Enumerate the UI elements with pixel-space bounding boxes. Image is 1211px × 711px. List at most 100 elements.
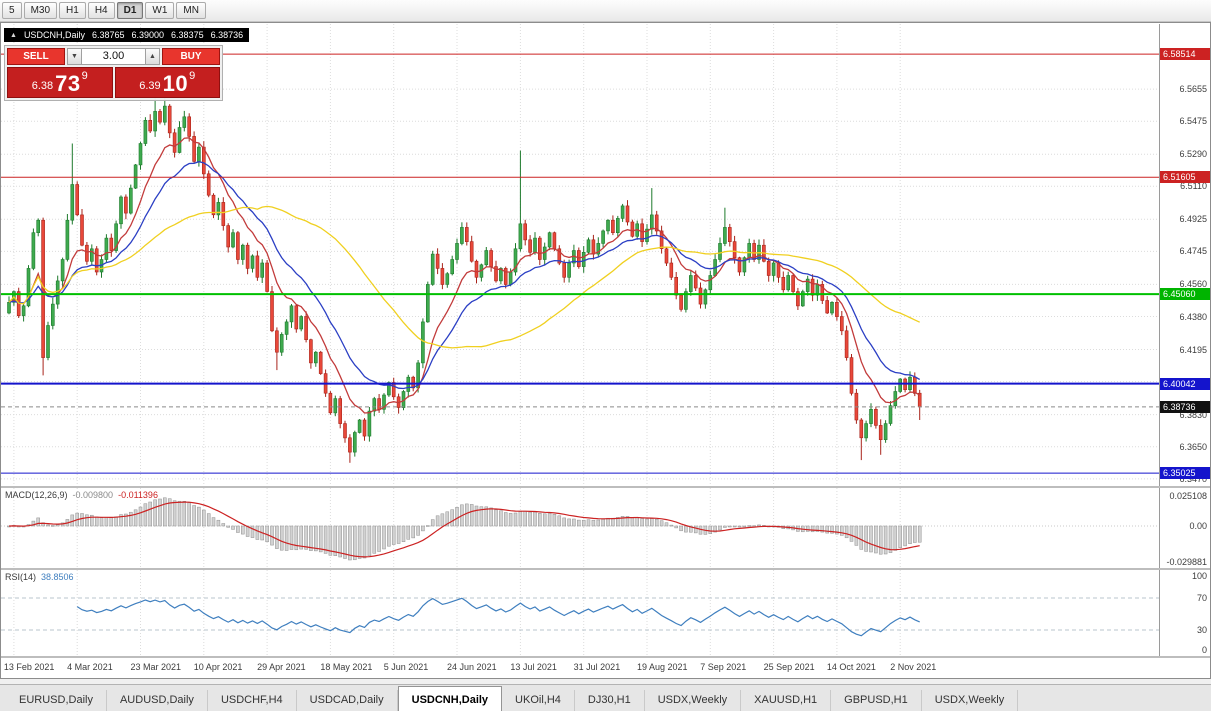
horizontal-level-lines xyxy=(1,53,1159,474)
pane-resize-handle[interactable] xyxy=(1,486,1210,488)
candlestick-chart[interactable]: ▲ USDCNH,Daily 6.38765 6.39000 6.38375 6… xyxy=(1,24,1159,486)
price-axis-label: 6.4560 xyxy=(1179,279,1207,290)
price-chart-canvas[interactable] xyxy=(1,24,1159,486)
volume-up-icon[interactable]: ▲ xyxy=(145,48,160,65)
chart-tab-bar: EURUSD,Daily AUDUSD,Daily USDCHF,H4 USDCAD,… xyxy=(0,684,1211,711)
price-axis-label: 6.5290 xyxy=(1179,149,1207,160)
price-axis-label: 6.3830 xyxy=(1179,409,1207,420)
date-axis-label: 10 Apr 2021 xyxy=(193,662,243,672)
ask-price-box[interactable]: 6.39 10 9 xyxy=(114,67,220,98)
tab-usdcnh-daily[interactable]: USDCNH,Daily xyxy=(397,686,503,711)
pane-resize-handle[interactable] xyxy=(1,568,1210,570)
bid-price-box[interactable]: 6.38 73 9 xyxy=(7,67,113,98)
price-axis-label: 6.4925 xyxy=(1179,214,1207,225)
ask-prefix: 6.39 xyxy=(139,80,161,92)
grid xyxy=(1,488,1159,568)
macd-label: MACD(12,26,9) -0.009800 -0.011396 xyxy=(5,490,158,500)
quote-high: 6.39000 xyxy=(131,30,165,40)
macd-axis-label: 0.00 xyxy=(1189,521,1207,531)
bid-pip-digit: 9 xyxy=(81,70,88,82)
macd-scale[interactable]: 0.025108 0.00 -0.029881 xyxy=(1159,488,1210,568)
rsi-value: 38.8506 xyxy=(41,572,74,582)
date-axis-label: 31 Jul 2021 xyxy=(573,662,621,672)
rsi-axis-label: 30 xyxy=(1196,625,1207,635)
price-axis-label: 6.4380 xyxy=(1179,311,1207,322)
timeframe-button-h4[interactable]: H4 xyxy=(87,2,115,19)
price-axis-label: 6.5110 xyxy=(1180,181,1207,192)
price-tag-6-45060: 6.45060 xyxy=(1160,288,1210,301)
rsi-scale[interactable]: 100 70 30 0 xyxy=(1159,570,1210,656)
rsi-title: RSI(14) xyxy=(5,572,37,582)
quote-low: 6.38375 xyxy=(171,30,204,40)
tab-usdchf-h4[interactable]: USDCHF,H4 xyxy=(208,690,297,711)
price-axis-label: 6.4195 xyxy=(1179,344,1207,355)
price-tag-6-51605: 6.51605 xyxy=(1160,171,1210,184)
date-axis-label: 5 Jun 2021 xyxy=(383,662,429,672)
volume-down-icon[interactable]: ▼ xyxy=(67,48,82,65)
timeframe-button-d1[interactable]: D1 xyxy=(116,2,144,19)
price-axis-label: 6.4745 xyxy=(1179,246,1207,257)
price-tag-6-58514: 6.58514 xyxy=(1160,48,1210,61)
price-axis-label: 6.5475 xyxy=(1179,116,1207,127)
tab-usdx-weekly[interactable]: USDX,Weekly xyxy=(922,690,1019,711)
timeframe-button-w1[interactable]: W1 xyxy=(145,2,175,19)
tab-dj30-h1[interactable]: DJ30,H1 xyxy=(575,690,645,711)
tab-usdcad-daily[interactable]: USDCAD,Daily xyxy=(297,690,398,711)
date-axis-label: 18 May 2021 xyxy=(320,662,373,672)
date-axis-label: 23 Mar 2021 xyxy=(130,662,182,672)
moving-average-lines xyxy=(8,137,921,414)
date-axis-label: 13 Jul 2021 xyxy=(510,662,557,672)
ask-pip-digit: 9 xyxy=(189,70,196,82)
date-axis-label: 19 Aug 2021 xyxy=(636,662,688,672)
macd-indicator-chart[interactable]: MACD(12,26,9) -0.009800 -0.011396 xyxy=(1,488,1159,568)
buy-button[interactable]: BUY xyxy=(162,48,220,65)
macd-main-value: -0.009800 xyxy=(72,490,114,500)
date-axis-label: 4 Mar 2021 xyxy=(67,662,113,672)
tab-ukoil-h4[interactable]: UKOil,H4 xyxy=(502,690,575,711)
macd-canvas[interactable] xyxy=(1,488,1159,568)
timeframe-button-mn[interactable]: MN xyxy=(176,2,206,19)
timeframe-button-5[interactable]: 5 xyxy=(2,2,22,19)
date-axis-label: 7 Sep 2021 xyxy=(700,662,747,672)
macd-signal-line xyxy=(8,501,920,558)
macd-axis-label: -0.029881 xyxy=(1166,556,1207,567)
macd-title: MACD(12,26,9) xyxy=(5,490,68,500)
macd-histogram xyxy=(7,497,922,561)
date-axis-label: 25 Sep 2021 xyxy=(763,662,815,672)
volume-stepper: ▼ 3.00 ▲ xyxy=(67,48,160,65)
time-scale[interactable]: 13 Feb 2021 4 Mar 2021 23 Mar 2021 10 Apr 2… xyxy=(1,658,1159,678)
rsi-label: RSI(14) 38.8506 xyxy=(5,572,74,582)
bid-big-figure: 73 xyxy=(55,71,81,96)
price-axis-label: 6.3650 xyxy=(1179,441,1207,452)
tick-up-icon: ▲ xyxy=(10,31,17,39)
price-tag-6-40042: 6.40042 xyxy=(1160,377,1210,390)
date-axis-label: 2 Nov 2021 xyxy=(890,662,937,672)
rsi-axis-label: 0 xyxy=(1201,645,1207,655)
tab-usdx-weekly[interactable]: USDX,Weekly xyxy=(645,690,742,711)
one-click-trading-panel: SELL ▼ 3.00 ▲ BUY 6.38 73 9 6.39 10 9 xyxy=(4,45,223,101)
tab-xauusd-h1[interactable]: XAUUSD,H1 xyxy=(741,690,832,711)
timeframe-toolbar: 5 M30 H1 H4 D1 W1 MN xyxy=(0,0,1211,22)
tab-audusd-daily[interactable]: AUDUSD,Daily xyxy=(107,690,208,711)
price-scale[interactable]: 6.5655 6.5475 6.5290 6.5110 6.4925 6.4745 6.45… xyxy=(1159,24,1210,486)
bid-prefix: 6.38 xyxy=(31,80,54,92)
rsi-canvas[interactable] xyxy=(1,570,1159,656)
rsi-indicator-chart[interactable]: RSI(14) 38.8506 xyxy=(1,570,1159,656)
sell-button[interactable]: SELL xyxy=(7,48,65,65)
pane-divider xyxy=(1,656,1210,658)
timeframe-button-m30[interactable]: M30 xyxy=(23,2,58,19)
date-axis-label: 14 Oct 2021 xyxy=(826,662,876,672)
rsi-axis-label: 70 xyxy=(1196,593,1207,603)
tab-gbpusd-h1[interactable]: GBPUSD,H1 xyxy=(831,690,922,711)
macd-signal-value: -0.011396 xyxy=(118,490,158,500)
tab-eurusd-daily[interactable]: EURUSD,Daily xyxy=(6,690,107,711)
price-tag-6-35025: 6.35025 xyxy=(1160,467,1210,480)
volume-input[interactable]: 3.00 xyxy=(82,48,145,65)
rsi-axis-label: 100 xyxy=(1191,571,1207,581)
price-axis-label: 6.5655 xyxy=(1179,84,1207,95)
timeframe-button-h1[interactable]: H1 xyxy=(59,2,86,19)
chart-window: ▲ USDCNH,Daily 6.38765 6.39000 6.38375 6… xyxy=(0,22,1211,679)
quote-bar: ▲ USDCNH,Daily 6.38765 6.39000 6.38375 6… xyxy=(4,28,250,42)
ask-big-figure: 10 xyxy=(162,71,189,96)
date-axis-label: 13 Feb 2021 xyxy=(3,662,55,672)
